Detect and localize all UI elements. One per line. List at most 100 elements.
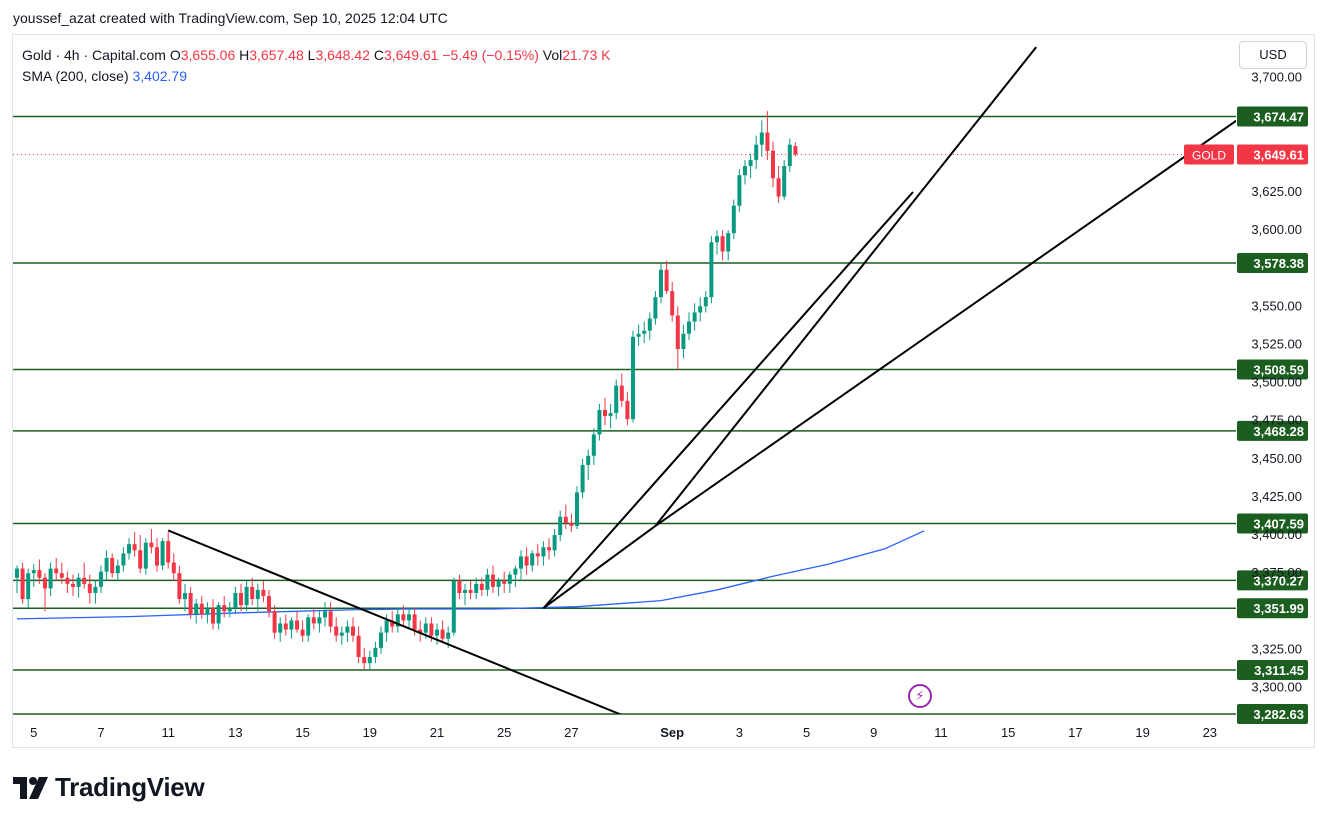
high-label: H: [239, 47, 250, 63]
symbol-label[interactable]: Gold · 4h · Capital.com: [22, 47, 166, 63]
candle-body: [300, 629, 305, 636]
candle-body: [166, 541, 171, 563]
x-tick-label: 7: [97, 725, 104, 740]
candle-body: [563, 516, 568, 523]
candle-body: [160, 541, 165, 566]
candle-body: [20, 568, 25, 600]
candle: [731, 199, 736, 240]
candle: [334, 617, 339, 642]
candle-body: [211, 608, 215, 624]
level-label: 3,311.45: [1254, 663, 1304, 678]
x-tick-label: Sep: [660, 725, 684, 740]
candle: [709, 236, 714, 304]
change-value: −5.49 (−0.15%): [442, 47, 539, 63]
candle: [608, 403, 613, 429]
candle: [614, 379, 619, 420]
candle-body: [283, 623, 288, 630]
candle-body: [451, 580, 456, 633]
trendline: [654, 46, 1037, 527]
candle-body: [323, 611, 327, 618]
candle-body: [351, 626, 355, 636]
x-tick-label: 15: [1001, 725, 1015, 740]
candle: [468, 580, 473, 600]
candle-body: [418, 629, 423, 633]
candle: [155, 538, 159, 572]
candle: [625, 391, 630, 426]
candle: [199, 596, 204, 619]
level-label-box: [1237, 570, 1308, 591]
lightning-icon[interactable]: ⚡: [908, 684, 932, 708]
trendline: [654, 119, 1236, 527]
x-tick-label: 5: [30, 725, 37, 740]
candle: [93, 580, 98, 604]
candle-body: [149, 542, 154, 548]
sma-label[interactable]: SMA (200, close): [22, 68, 129, 84]
candle: [149, 528, 154, 554]
level-label-box: [1237, 704, 1308, 724]
candle: [647, 312, 652, 340]
currency-button[interactable]: USD: [1239, 41, 1307, 69]
candle-body: [43, 577, 47, 589]
candle-body: [776, 178, 781, 197]
candle-body: [715, 236, 719, 243]
candle-body: [558, 516, 563, 536]
high-value: 3,657.48: [249, 47, 304, 63]
candle-body: [278, 623, 283, 633]
candle: [687, 312, 691, 340]
candle-body: [575, 492, 579, 526]
candle: [311, 608, 316, 630]
candle: [233, 586, 238, 615]
candle: [692, 303, 697, 331]
candle: [127, 538, 131, 560]
candle: [367, 650, 372, 670]
candle: [20, 562, 25, 604]
ohlc-row: Gold · 4h · Capital.com O3,655.06 H3,657…: [22, 45, 610, 66]
candle-body: [748, 159, 753, 167]
candle: [194, 599, 199, 624]
candle: [754, 135, 759, 170]
x-tick-label: 21: [430, 725, 444, 740]
candle-body: [485, 574, 490, 590]
candle: [575, 486, 579, 529]
candle-body: [227, 608, 232, 612]
candle-body: [530, 553, 535, 566]
candle-body: [183, 592, 187, 600]
candle-body: [407, 614, 411, 621]
candle-body: [59, 573, 64, 578]
level-label: 3,508.59: [1253, 362, 1304, 377]
x-tick-label: 15: [295, 725, 309, 740]
candle-body: [216, 605, 221, 624]
level-label-box: [1237, 359, 1308, 380]
candle-body: [541, 547, 546, 557]
candle-body: [272, 611, 277, 633]
candle-body: [731, 205, 736, 234]
candle-body: [121, 553, 126, 566]
x-tick-label: 17: [1068, 725, 1082, 740]
candle-body: [143, 542, 148, 569]
candle-body: [362, 657, 367, 664]
low-label: L: [307, 47, 316, 63]
chart-frame: [12, 34, 1315, 748]
candle-body: [244, 586, 249, 606]
candle: [261, 580, 266, 603]
candle-body: [334, 626, 339, 636]
candle: [295, 611, 299, 633]
candle-body: [720, 236, 725, 252]
candle: [524, 547, 529, 575]
candle-body: [547, 547, 551, 551]
candle: [138, 535, 143, 574]
x-tick-label: 25: [497, 725, 511, 740]
x-tick-label: 23: [1203, 725, 1217, 740]
candle: [653, 291, 658, 325]
candle: [222, 596, 227, 618]
candle: [675, 306, 680, 371]
candle-body: [709, 242, 714, 298]
candle-body: [177, 573, 182, 600]
candle-body: [468, 589, 473, 593]
y-tick-label: 3,425.00: [1251, 489, 1302, 504]
candles-layer: [15, 111, 798, 670]
candle: [351, 617, 355, 642]
candle: [591, 428, 596, 465]
candle-body: [507, 574, 512, 584]
